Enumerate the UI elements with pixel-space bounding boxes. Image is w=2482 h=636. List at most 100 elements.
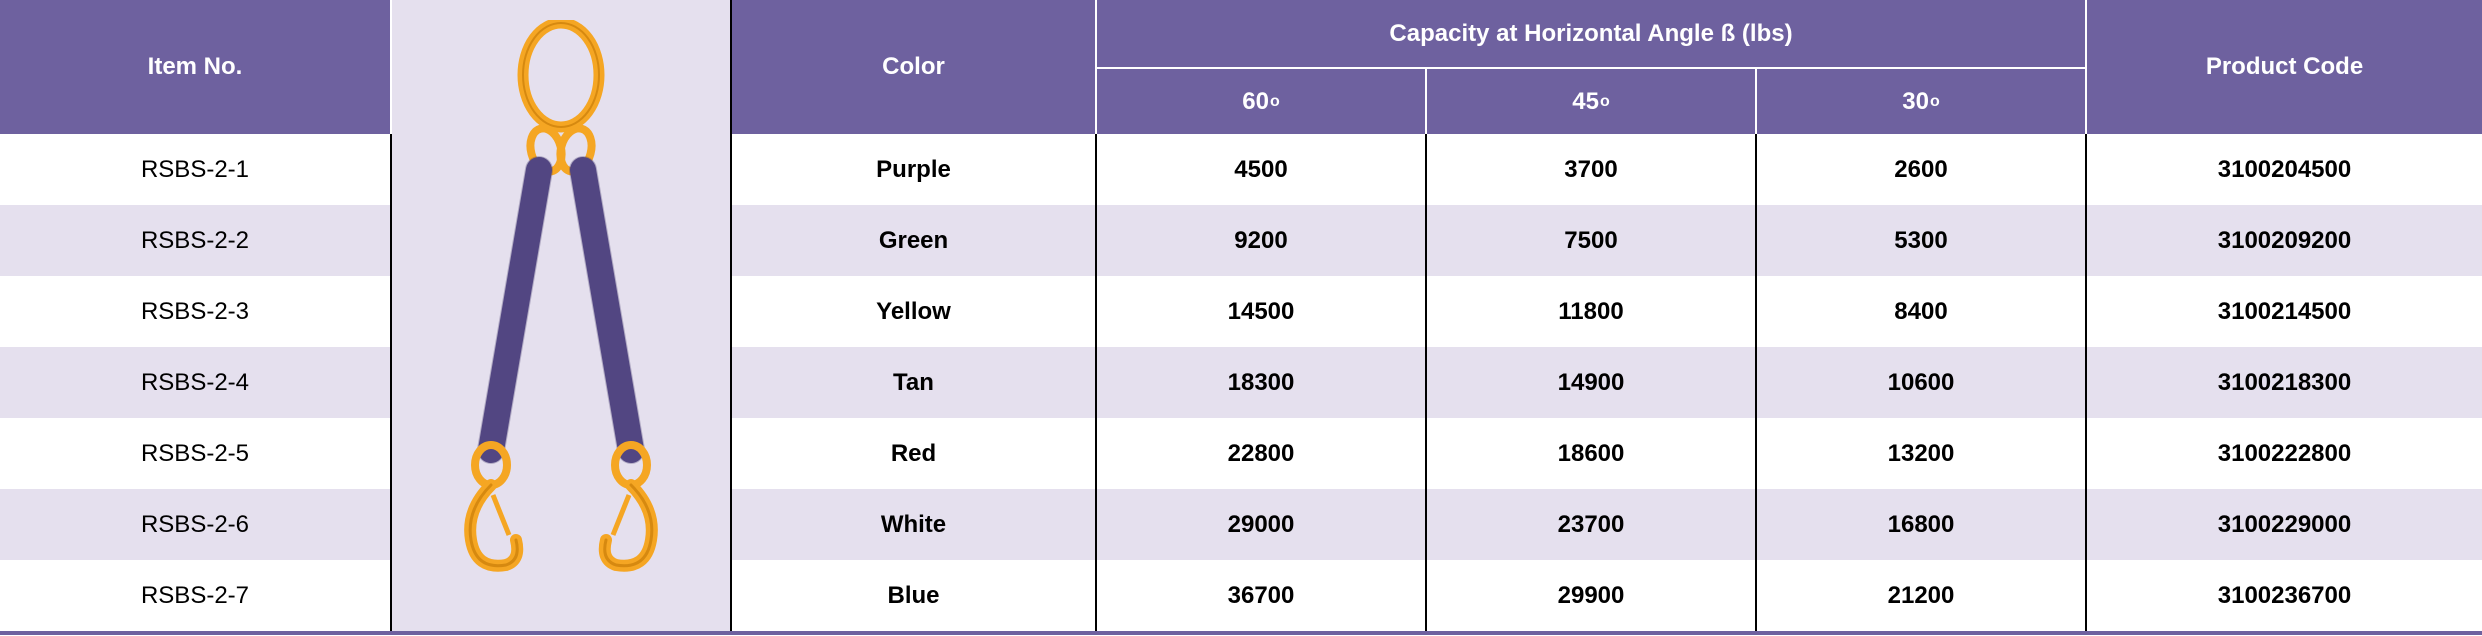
angle-60-val: 60 [1242, 88, 1269, 116]
degree-symbol: o [1930, 93, 1940, 111]
angle-45-val: 45 [1572, 88, 1599, 116]
table-cell-color: Blue [732, 560, 1097, 631]
table-cell-c45: 3700 [1427, 134, 1757, 205]
table-cell-c45: 11800 [1427, 276, 1757, 347]
table-cell-code: 3100214500 [2087, 276, 2482, 347]
cell-value: Red [891, 440, 936, 468]
table-cell-c30: 13200 [1757, 418, 2087, 489]
table-cell-c60: 29000 [1097, 489, 1427, 560]
cell-value: RSBS-2-3 [141, 298, 249, 326]
cell-value: Yellow [876, 298, 951, 326]
degree-symbol: o [1600, 93, 1610, 111]
header-capacity-group: Capacity at Horizontal Angle ß (lbs) 60o… [1097, 0, 2087, 134]
cell-value: 29900 [1558, 582, 1625, 610]
table-cell-c30: 21200 [1757, 560, 2087, 631]
cell-value: 18600 [1558, 440, 1625, 468]
table-cell-color: Yellow [732, 276, 1097, 347]
table-cell-item_no: RSBS-2-7 [0, 560, 392, 631]
header-color: Color [732, 0, 1097, 134]
table-cell-item_no: RSBS-2-1 [0, 134, 392, 205]
cell-value: 16800 [1888, 511, 1955, 539]
table-cell-c30: 5300 [1757, 205, 2087, 276]
header-angle-60: 60o [1097, 67, 1427, 134]
cell-value: 10600 [1888, 369, 1955, 397]
cell-value: 4500 [1234, 156, 1287, 184]
cell-value: 7500 [1564, 227, 1617, 255]
cell-value: White [881, 511, 946, 539]
cell-value: 3100214500 [2218, 298, 2351, 326]
table-cell-c30: 2600 [1757, 134, 2087, 205]
degree-symbol: o [1270, 93, 1280, 111]
table-cell-item_no: RSBS-2-2 [0, 205, 392, 276]
table-cell-item_no: RSBS-2-4 [0, 347, 392, 418]
cell-value: RSBS-2-4 [141, 369, 249, 397]
cell-value: 21200 [1888, 582, 1955, 610]
cell-value: 36700 [1228, 582, 1295, 610]
cell-value: 14900 [1558, 369, 1625, 397]
cell-value: 3100218300 [2218, 369, 2351, 397]
table-cell-code: 3100236700 [2087, 560, 2482, 631]
table-cell-c30: 16800 [1757, 489, 2087, 560]
table-cell-code: 3100222800 [2087, 418, 2482, 489]
table-cell-color: Red [732, 418, 1097, 489]
header-color-label: Color [882, 53, 945, 81]
table-cell-item_no: RSBS-2-3 [0, 276, 392, 347]
table-cell-c60: 36700 [1097, 560, 1427, 631]
sling-capacity-table: Item No. [0, 0, 2482, 635]
cell-value: RSBS-2-1 [141, 156, 249, 184]
cell-value: 2600 [1894, 156, 1947, 184]
cell-value: 3700 [1564, 156, 1617, 184]
table-cell-c60: 22800 [1097, 418, 1427, 489]
cell-value: 18300 [1228, 369, 1295, 397]
table-cell-code: 3100218300 [2087, 347, 2482, 418]
table-cell-code: 3100209200 [2087, 205, 2482, 276]
cell-value: 3100209200 [2218, 227, 2351, 255]
header-angle-30: 30o [1757, 67, 2087, 134]
cell-value: 29000 [1228, 511, 1295, 539]
table-cell-c45: 14900 [1427, 347, 1757, 418]
cell-value: 5300 [1894, 227, 1947, 255]
table-cell-c45: 23700 [1427, 489, 1757, 560]
cell-value: 3100204500 [2218, 156, 2351, 184]
cell-value: 14500 [1228, 298, 1295, 326]
cell-value: 23700 [1558, 511, 1625, 539]
cell-value: RSBS-2-7 [141, 582, 249, 610]
table-cell-c45: 7500 [1427, 205, 1757, 276]
table-cell-code: 3100229000 [2087, 489, 2482, 560]
angle-30-val: 30 [1902, 88, 1929, 116]
table-cell-c60: 18300 [1097, 347, 1427, 418]
product-image-cell [392, 0, 732, 631]
table-cell-c45: 29900 [1427, 560, 1757, 631]
header-capacity-label: Capacity at Horizontal Angle ß (lbs) [1389, 20, 1792, 48]
cell-value: 9200 [1234, 227, 1287, 255]
cell-value: RSBS-2-6 [141, 511, 249, 539]
table-cell-c30: 8400 [1757, 276, 2087, 347]
cell-value: 13200 [1888, 440, 1955, 468]
table-cell-code: 3100204500 [2087, 134, 2482, 205]
cell-value: 11800 [1558, 298, 1623, 326]
table-cell-item_no: RSBS-2-6 [0, 489, 392, 560]
cell-value: 3100229000 [2218, 511, 2351, 539]
cell-value: Purple [876, 156, 951, 184]
table-cell-c45: 18600 [1427, 418, 1757, 489]
table-cell-color: Tan [732, 347, 1097, 418]
cell-value: 3100222800 [2218, 440, 2351, 468]
table-cell-c30: 10600 [1757, 347, 2087, 418]
cell-value: Green [879, 227, 948, 255]
table-cell-c60: 9200 [1097, 205, 1427, 276]
cell-value: 3100236700 [2218, 582, 2351, 610]
sling-illustration [451, 20, 671, 580]
header-item-no-label: Item No. [148, 53, 243, 81]
header-capacity-title: Capacity at Horizontal Angle ß (lbs) [1097, 0, 2087, 67]
table-cell-c60: 14500 [1097, 276, 1427, 347]
cell-value: RSBS-2-2 [141, 227, 249, 255]
table-cell-color: White [732, 489, 1097, 560]
header-product-code: Product Code [2087, 0, 2482, 134]
header-angle-45: 45o [1427, 67, 1757, 134]
header-product-code-label: Product Code [2206, 53, 2363, 81]
cell-value: 22800 [1228, 440, 1295, 468]
cell-value: Tan [893, 369, 934, 397]
table-cell-c60: 4500 [1097, 134, 1427, 205]
table-cell-color: Green [732, 205, 1097, 276]
header-item-no: Item No. [0, 0, 392, 134]
